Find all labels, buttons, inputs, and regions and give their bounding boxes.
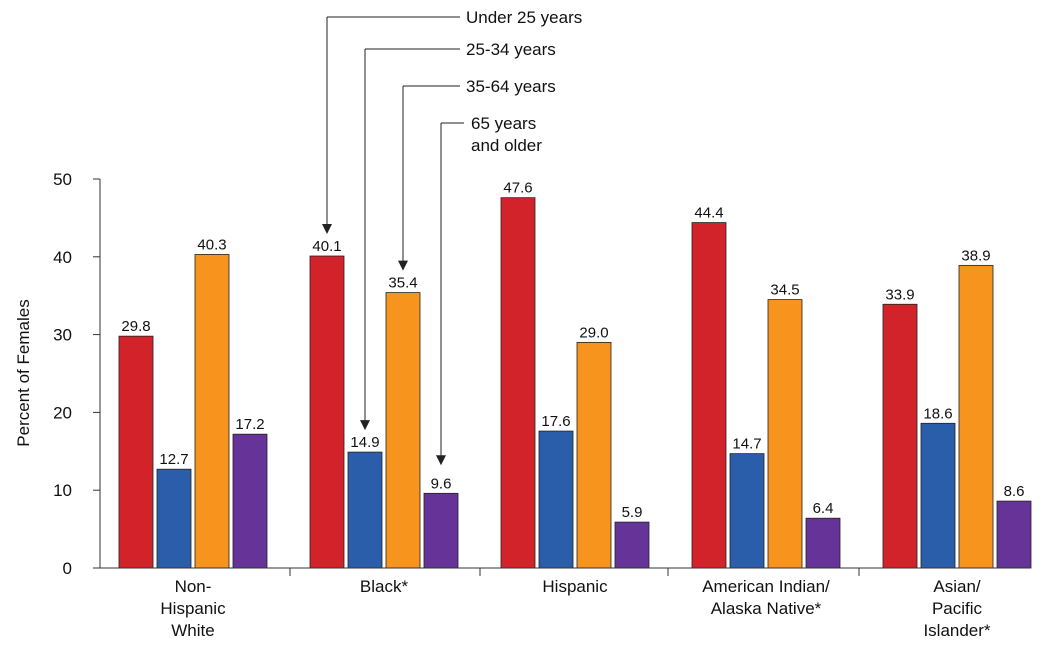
category-label: White	[171, 621, 214, 640]
bar-value-label: 6.4	[813, 500, 834, 517]
bar	[958, 264, 994, 569]
bar-value-label: 33.9	[885, 286, 914, 303]
bar-value-label: 35.4	[388, 275, 417, 292]
bar	[309, 255, 345, 569]
category-label: Black*	[360, 577, 409, 596]
category-label: American Indian/	[702, 577, 830, 596]
category-label: Islander*	[923, 621, 990, 640]
bar-value-label: 44.4	[694, 205, 723, 222]
legend-label: 35-64 years	[466, 77, 556, 96]
bar	[232, 433, 268, 569]
legend-label: 25-34 years	[466, 40, 556, 59]
bar-value-label: 9.6	[431, 475, 452, 492]
bar	[538, 430, 574, 569]
y-tick-label: 40	[53, 248, 72, 267]
bar-value-label: 40.1	[312, 238, 341, 255]
bar	[729, 453, 765, 569]
bar-value-label: 38.9	[961, 247, 990, 264]
arrow-head-icon	[436, 455, 446, 466]
y-axis: 0 10 20 30 40 50 Percent of Females	[14, 170, 101, 578]
bar	[156, 468, 192, 569]
arrow-head-icon	[360, 420, 370, 431]
legend-label: 65 years	[471, 114, 536, 133]
bar-value-label: 17.6	[541, 413, 570, 430]
bar-value-label: 29.0	[579, 324, 608, 341]
arrow-head-icon	[322, 224, 332, 235]
bar-value-label: 14.9	[350, 434, 379, 451]
bar	[118, 335, 154, 569]
bar	[805, 517, 841, 569]
bar	[576, 341, 612, 569]
bar-value-label: 29.8	[121, 318, 150, 335]
category-label: Pacific	[932, 599, 983, 618]
y-tick-label: 50	[53, 170, 72, 189]
y-tick-label: 0	[63, 559, 72, 578]
y-tick-label: 30	[53, 326, 72, 345]
y-axis-title: Percent of Females	[14, 299, 33, 446]
y-tick-label: 10	[53, 481, 72, 500]
category-label: Alaska Native*	[711, 599, 822, 618]
bar	[614, 521, 650, 569]
legend-label: and older	[471, 136, 542, 155]
legend: Under 25 years 25-34 years 35-64 years 65 y…	[322, 8, 582, 466]
bar	[996, 500, 1032, 569]
category-label: Hispanic	[160, 599, 226, 618]
bar	[920, 422, 956, 569]
category-label: Non-	[175, 577, 212, 596]
bar-value-label: 40.3	[197, 236, 226, 253]
bar	[767, 299, 803, 569]
bar-value-label: 8.6	[1004, 483, 1025, 500]
bar-value-label: 14.7	[732, 436, 761, 453]
bar-value-label: 34.5	[770, 282, 799, 299]
bar-value-label: 18.6	[923, 405, 952, 422]
arrow-head-icon	[398, 260, 408, 271]
bar	[882, 303, 918, 569]
bar	[347, 451, 383, 569]
category-label: Hispanic	[542, 577, 608, 596]
legend-label: Under 25 years	[466, 8, 582, 27]
bar	[691, 222, 727, 569]
bar	[385, 292, 421, 569]
bar-value-label: 12.7	[159, 451, 188, 468]
bar	[500, 197, 536, 569]
bar	[194, 254, 230, 569]
bar	[423, 492, 459, 569]
category-label: Asian/	[933, 577, 981, 596]
bar-value-label: 47.6	[503, 180, 532, 197]
bar-value-label: 17.2	[235, 416, 264, 433]
y-tick-label: 20	[53, 403, 72, 422]
x-axis: Non- Hispanic White Black* Hispanic American …	[100, 567, 1030, 640]
bar-value-label: 5.9	[622, 504, 643, 521]
bars: 29.8 12.7 40.3 17.2 40.1 14.9 35.4 9.6 47.6 17.6 2…	[118, 180, 1032, 569]
